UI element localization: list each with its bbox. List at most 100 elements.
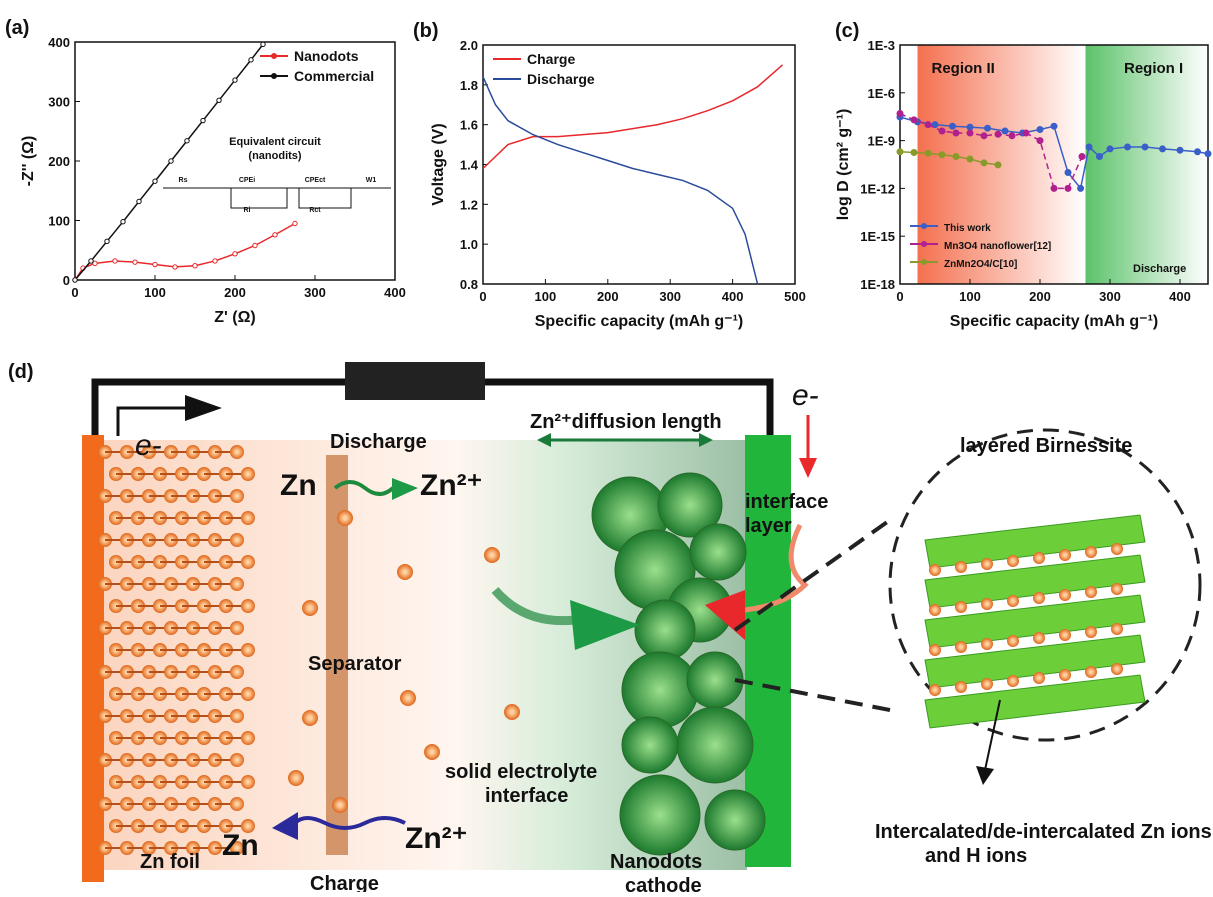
point [217, 98, 221, 102]
e-arrow-head [799, 458, 817, 478]
point [1051, 185, 1057, 191]
point [1037, 126, 1043, 132]
figure: (d) e- e- Discharge Zn Zn²⁺ Zn²⁺diffusio… [0, 0, 1213, 892]
point [249, 58, 253, 62]
atom [230, 489, 244, 503]
y-tick-label: 1.2 [460, 197, 478, 212]
y-tick-label: 1E-18 [860, 277, 895, 292]
point [121, 219, 125, 223]
point [1107, 146, 1113, 152]
point [897, 149, 903, 155]
series-line [75, 223, 295, 280]
x-tick-label: 500 [784, 289, 806, 304]
ion [397, 564, 413, 580]
atom [241, 643, 255, 657]
atom [230, 577, 244, 591]
interlayer-ion [981, 678, 993, 690]
point [1023, 130, 1029, 136]
electron-label: e- [792, 379, 819, 412]
atom [230, 709, 244, 723]
point [73, 278, 77, 282]
x-tick-label: 100 [144, 285, 166, 300]
interlayer-ion [1111, 583, 1123, 595]
point [950, 123, 956, 129]
y-tick-label: 1E-12 [860, 181, 895, 196]
circuit-subtitle: (nanodits) [248, 150, 301, 162]
point [193, 264, 197, 268]
y-tick-label: 400 [48, 35, 70, 50]
point [1142, 144, 1148, 150]
y-tick-label: 1.8 [460, 78, 478, 93]
y-tick-label: 0 [63, 273, 70, 288]
nanodot [677, 707, 753, 783]
nanodot [622, 652, 698, 728]
interlayer-ion [1085, 666, 1097, 678]
atom [241, 555, 255, 569]
point [911, 149, 917, 155]
interlayer-ion [981, 598, 993, 610]
y-tick-label: 0.8 [460, 277, 478, 292]
ion [332, 797, 348, 813]
point [953, 154, 959, 160]
nanodot [687, 652, 743, 708]
interlayer-ion [955, 601, 967, 613]
interlayer-ion [1059, 589, 1071, 601]
point [273, 233, 277, 237]
atom [241, 467, 255, 481]
separator-label: Separator [308, 653, 402, 675]
atom [230, 797, 244, 811]
point [293, 221, 297, 225]
point [897, 111, 903, 117]
legend-label: This work [944, 223, 991, 234]
diffusion-label: Zn²⁺diffusion length [530, 411, 722, 433]
y-tick-label: 1E-9 [868, 134, 895, 149]
y-tick-label: 1E-6 [868, 86, 895, 101]
interlayer-ion [1007, 675, 1019, 687]
point [261, 42, 265, 46]
circuit-title: Equivalent circuit [229, 136, 321, 148]
legend-label: Charge [527, 51, 575, 67]
x-tick-label: 200 [224, 285, 246, 300]
point [967, 124, 973, 130]
interlayer-ion [1085, 586, 1097, 598]
point [137, 199, 141, 203]
point [153, 179, 157, 183]
x-tick-label: 100 [535, 289, 557, 304]
ion [424, 744, 440, 760]
birnessite-layers [925, 515, 1145, 728]
x-tick-label: 400 [722, 289, 744, 304]
point [233, 252, 237, 256]
point [925, 150, 931, 156]
y-axis-label: -Z'' (Ω) [20, 136, 37, 187]
y-tick-label: 1.0 [460, 237, 478, 252]
interlayer-ion [929, 604, 941, 616]
x-tick-label: 0 [479, 289, 486, 304]
atom [230, 445, 244, 459]
interlayer-ion [929, 684, 941, 696]
legend-marker [921, 223, 927, 229]
circuit-label: W1 [366, 177, 377, 184]
y-axis-label: Voltage (V) [430, 123, 447, 205]
legend-label: ZnMn2O4/C[10] [944, 259, 1017, 270]
birnessite-label: layered Birnessite [960, 435, 1132, 457]
atom [241, 511, 255, 525]
panel-label: (c) [835, 20, 859, 42]
interlayer-ion [1033, 552, 1045, 564]
atom [241, 599, 255, 613]
ion [400, 690, 416, 706]
point [1205, 151, 1211, 157]
interlayer-ion [955, 561, 967, 573]
legend-label: Discharge [527, 71, 595, 87]
circuit-label: CPEi [239, 177, 255, 184]
point [939, 128, 945, 134]
ion [484, 547, 500, 563]
interlayer-ion [1007, 595, 1019, 607]
note: Discharge [1133, 263, 1186, 275]
point [995, 131, 1001, 137]
point [1009, 133, 1015, 139]
interlayer-ion [1111, 623, 1123, 635]
point [985, 125, 991, 131]
x-tick-label: 300 [1099, 289, 1121, 304]
point [1160, 146, 1166, 152]
